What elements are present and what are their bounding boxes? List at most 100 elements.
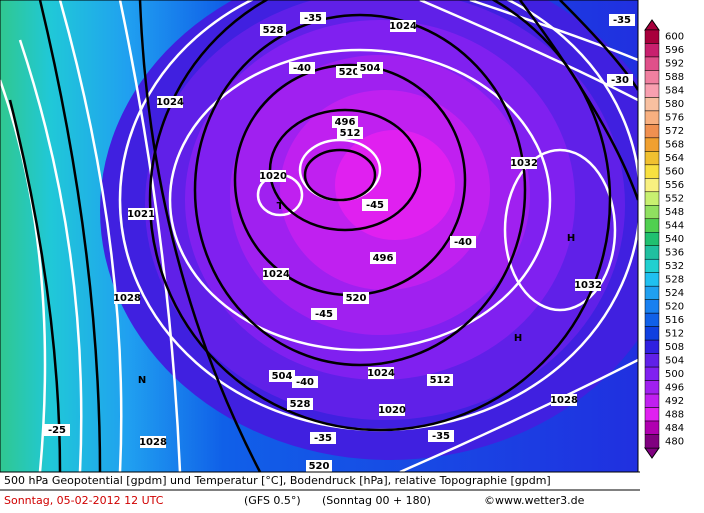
label-box (269, 370, 295, 382)
contour-label: 1021 (127, 209, 155, 220)
legend-swatch (644, 272, 660, 287)
legend-label: 580 (665, 99, 684, 110)
legend-label: 588 (665, 72, 684, 83)
legend-swatch (644, 137, 660, 152)
legend-swatch (644, 326, 660, 341)
legend-label: 536 (665, 247, 684, 258)
legend-swatch (644, 407, 660, 422)
legend-swatch (644, 83, 660, 98)
label-box (140, 436, 166, 448)
legend-arrow (644, 447, 660, 459)
label-box (260, 24, 286, 36)
legend-label: 596 (665, 45, 684, 56)
label-box (428, 430, 454, 442)
legend-swatch (644, 218, 660, 233)
legend-swatch (644, 232, 660, 246)
label-box (260, 170, 286, 182)
label-box (337, 127, 363, 139)
contour-label: -30 (611, 75, 629, 86)
contour-label: 1024 (367, 368, 395, 379)
contour-label: 1028 (139, 437, 167, 448)
contour-label: 1024 (262, 269, 290, 280)
label-box (336, 66, 362, 78)
contour-label: 496 (335, 117, 356, 128)
legend-swatch (644, 97, 660, 112)
label-box (551, 394, 577, 406)
legend-swatch (644, 29, 660, 44)
label-box (311, 308, 337, 320)
label-box (427, 374, 453, 386)
contour-label: -45 (366, 200, 384, 211)
pressure-center: H (514, 333, 522, 344)
label-box (263, 268, 289, 280)
legend-swatch (644, 353, 660, 368)
label-box (44, 424, 70, 436)
legend-swatch (644, 151, 660, 166)
contour-label: -40 (454, 237, 472, 248)
legend-label: 548 (665, 207, 684, 218)
legend-swatch (644, 110, 660, 125)
legend-label: 556 (665, 180, 684, 191)
label-box (368, 367, 394, 379)
label-box (300, 12, 326, 24)
contour-label: 520 (309, 461, 330, 472)
contour-label: -40 (296, 377, 314, 388)
label-box (370, 252, 396, 264)
legend-label: 520 (665, 301, 684, 312)
legend-label: 528 (665, 274, 684, 285)
legend-label: 564 (665, 153, 684, 164)
label-box (357, 62, 383, 74)
contour-label: -35 (314, 433, 332, 444)
legend-label: 484 (665, 423, 684, 434)
legend-label: 492 (665, 396, 684, 407)
contour-label: -35 (613, 15, 631, 26)
legend-label: 488 (665, 409, 684, 420)
pressure-center: N (138, 375, 146, 386)
contour-label: 504 (272, 371, 293, 382)
legend-swatch (644, 380, 660, 395)
legend-swatch (644, 420, 660, 435)
legend-label: 540 (665, 234, 684, 245)
legend-swatch (644, 164, 660, 179)
contour-label: 520 (339, 67, 360, 78)
legend-label: 592 (665, 59, 684, 70)
contour-label: -25 (48, 425, 66, 436)
label-box (287, 398, 313, 410)
legend-swatch (644, 124, 660, 139)
contour-label: 520 (346, 293, 367, 304)
legend-label: 560 (665, 167, 684, 178)
legend-label: 584 (665, 86, 684, 97)
label-box (289, 62, 315, 74)
legend-swatch (644, 339, 660, 354)
label-box (128, 208, 154, 220)
legend-swatch (644, 312, 660, 327)
label-box (114, 292, 140, 304)
legend-label: 576 (665, 113, 684, 124)
legend-swatch (644, 285, 660, 300)
contour-label: 1028 (113, 293, 141, 304)
contour-label: 512 (340, 128, 361, 139)
legend-swatch (644, 258, 660, 273)
legend-label: 516 (665, 315, 684, 326)
legend-label: 572 (665, 126, 684, 137)
legend-swatch (644, 434, 660, 449)
footer-title: 500 hPa Geopotential [gpdm] und Temperat… (4, 474, 551, 487)
contour-label: 1024 (156, 97, 184, 108)
contour-label: 1020 (378, 405, 406, 416)
label-box (379, 404, 405, 416)
legend-swatch (644, 366, 660, 381)
legend-label: 532 (665, 261, 684, 272)
legend-swatch (644, 43, 660, 58)
pressure-center: H (567, 233, 575, 244)
footer-model: (GFS 0.5°) (244, 494, 301, 507)
label-box (310, 432, 336, 444)
contour-label: 1020 (259, 171, 287, 182)
legend-label: 544 (665, 221, 684, 232)
legend-swatch (644, 245, 660, 260)
contour-label: -35 (432, 431, 450, 442)
footer-copyright: ©www.wetter3.de (484, 494, 585, 507)
legend-swatch (644, 56, 660, 71)
label-box (609, 14, 635, 26)
